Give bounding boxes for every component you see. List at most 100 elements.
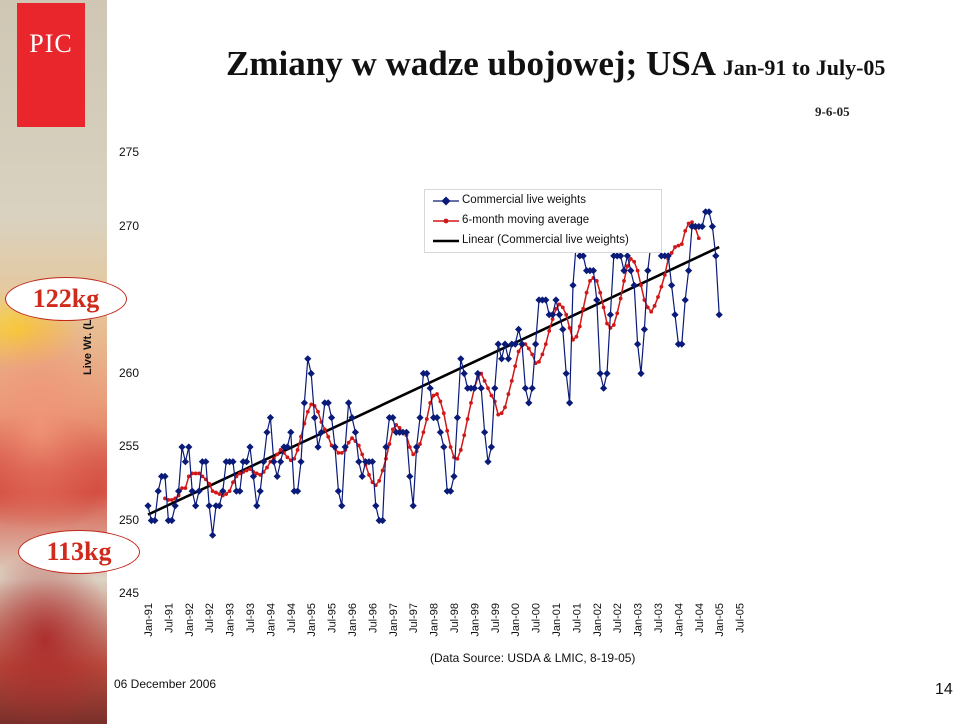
moving-average-point <box>217 492 222 496</box>
y-tick-label: 250 <box>118 512 140 527</box>
moving-average-point <box>183 486 188 491</box>
moving-average-point <box>387 442 392 446</box>
moving-average-point <box>526 346 531 351</box>
logo-text: PIC <box>29 29 73 58</box>
kg-badge-lower: 113kg <box>18 530 140 574</box>
moving-average-point <box>360 452 365 457</box>
weights-point <box>708 222 716 231</box>
moving-average-point <box>506 392 511 396</box>
weights-point <box>151 516 159 525</box>
weights-point <box>579 252 587 260</box>
x-tick-label: Jul-02 <box>612 603 624 633</box>
weights-point <box>256 487 264 495</box>
weights-point <box>402 428 410 436</box>
moving-average-point <box>564 312 569 317</box>
moving-average-point <box>547 328 552 333</box>
moving-average-point <box>462 433 467 438</box>
weights-point <box>685 267 693 275</box>
weights-point <box>249 472 257 480</box>
moving-average-point <box>455 456 460 461</box>
moving-average-point <box>499 411 504 416</box>
x-tick-label: Jan-98 <box>429 603 441 637</box>
legend-diamond-icon <box>433 196 459 206</box>
weights-point <box>715 311 723 319</box>
moving-average-point <box>278 448 283 452</box>
weights-point <box>501 340 509 348</box>
moving-average-point <box>496 412 501 417</box>
y-tick-label: 255 <box>118 439 140 453</box>
weights-point <box>331 443 339 451</box>
moving-average-point <box>200 474 205 479</box>
moving-average-point <box>336 450 341 455</box>
weights-point <box>273 472 281 480</box>
moving-average-point <box>574 334 579 339</box>
weights-point <box>440 443 448 451</box>
weights-point <box>161 472 169 480</box>
moving-average-point <box>367 473 371 477</box>
moving-average-point <box>377 478 382 483</box>
x-tick-label: Jan-04 <box>673 603 685 637</box>
weights-point <box>243 458 251 466</box>
moving-average-point <box>482 378 487 383</box>
legend-line-icon <box>433 239 459 243</box>
weights-point <box>436 428 444 436</box>
weights-point <box>348 414 356 422</box>
moving-average-point <box>237 471 242 476</box>
weights-point <box>345 399 353 407</box>
weights-point <box>324 399 332 407</box>
weights-point <box>498 355 506 363</box>
moving-average-point <box>669 251 674 255</box>
moving-average-point <box>503 405 507 410</box>
weights-point <box>630 281 638 289</box>
weights-point <box>270 458 278 466</box>
weights-point <box>470 384 478 392</box>
moving-average-point <box>662 273 667 277</box>
x-tick-label: Jan-99 <box>469 603 481 637</box>
moving-average-point <box>615 311 620 316</box>
weights-point <box>297 458 305 466</box>
x-tick-label: Jan-02 <box>592 603 604 637</box>
weights-point <box>698 222 706 231</box>
weights-point <box>487 443 495 451</box>
moving-average-point <box>197 471 201 476</box>
legend-item-trend: Linear (Commercial live weights) <box>431 233 661 249</box>
moving-average-point <box>295 448 300 452</box>
x-tick-label: Jan-03 <box>633 603 645 637</box>
weights-point <box>328 414 336 422</box>
moving-average-point <box>605 321 609 326</box>
weights-point <box>171 502 179 510</box>
moving-average-point <box>516 349 521 354</box>
x-tick-label: Jul-93 <box>245 603 257 633</box>
weights-point <box>515 325 523 333</box>
legend-item-weights: Commercial live weights <box>431 193 661 209</box>
moving-average-point <box>254 471 259 476</box>
moving-average-point <box>686 221 691 226</box>
moving-average-point <box>560 305 565 310</box>
weights-point <box>623 252 631 260</box>
weights-point <box>644 267 652 275</box>
weights-point <box>542 296 550 304</box>
moving-average-point <box>322 427 327 432</box>
weights-point <box>596 369 604 378</box>
weights-point <box>559 325 567 333</box>
weights-point <box>246 443 254 451</box>
moving-average-point <box>356 443 361 448</box>
x-tick-label: Jan-92 <box>184 603 196 637</box>
moving-average-point <box>509 378 514 383</box>
moving-average-point <box>169 498 174 502</box>
moving-average-point <box>465 417 470 421</box>
moving-average-point <box>598 290 603 295</box>
weights-point <box>351 428 359 436</box>
moving-average-point <box>258 473 263 477</box>
weights-point <box>154 487 162 495</box>
moving-average-point <box>418 442 422 446</box>
weights-point <box>304 355 312 363</box>
moving-average-point <box>346 440 351 445</box>
moving-average-point <box>231 480 235 485</box>
moving-average-point <box>611 323 616 327</box>
x-tick-label: Jul-05 <box>735 603 747 633</box>
moving-average-point <box>588 278 592 283</box>
moving-average-point <box>696 236 701 241</box>
weights-point <box>338 502 346 510</box>
weights-point <box>712 252 720 260</box>
